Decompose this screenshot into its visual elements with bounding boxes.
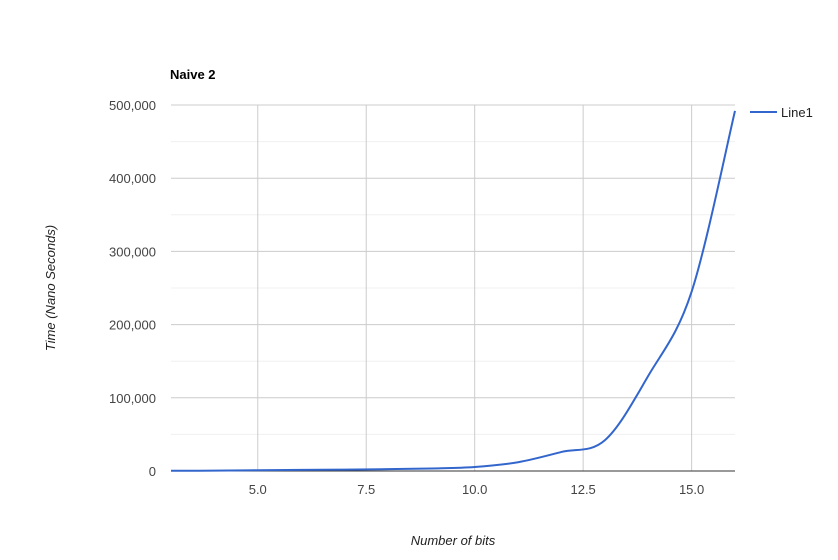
x-tick-label: 15.0 [679,482,704,497]
y-axis-ticks: 0 100,000 200,000 300,000 400,000 500,000 [109,98,156,479]
data-point[interactable] [516,460,520,464]
legend[interactable]: Line1 [750,105,813,120]
data-point[interactable] [212,469,216,473]
series-layer [169,109,737,473]
data-point[interactable] [343,468,347,472]
y-tick-label: 400,000 [109,171,156,186]
data-point[interactable] [429,466,433,470]
major-gridlines [171,104,735,471]
data-point[interactable] [256,468,260,472]
y-tick-label: 300,000 [109,244,156,259]
y-axis-title: Time (Nano Seconds) [43,225,58,351]
data-point[interactable] [646,374,650,378]
chart-title: Naive 2 [170,67,216,82]
x-axis-title: Number of bits [411,533,496,548]
x-tick-label: 7.5 [357,482,375,497]
data-point[interactable] [386,467,390,471]
y-tick-label: 500,000 [109,98,156,113]
minor-gridlines [171,141,735,435]
x-tick-label: 12.5 [570,482,595,497]
y-tick-label: 200,000 [109,318,156,333]
y-tick-label: 0 [149,464,156,479]
legend-label-line1: Line1 [781,105,813,120]
x-tick-label: 10.0 [462,482,487,497]
data-point[interactable] [690,290,694,294]
data-point[interactable] [473,465,477,469]
data-point[interactable] [299,468,303,472]
data-point[interactable] [733,109,737,113]
data-point[interactable] [169,469,173,473]
series-line-0[interactable] [170,110,736,472]
data-point[interactable] [559,450,563,454]
y-tick-label: 100,000 [109,391,156,406]
data-point[interactable] [603,438,607,442]
x-axis-ticks: 5.0 7.5 10.0 12.5 15.0 [249,482,705,497]
x-tick-label: 5.0 [249,482,267,497]
